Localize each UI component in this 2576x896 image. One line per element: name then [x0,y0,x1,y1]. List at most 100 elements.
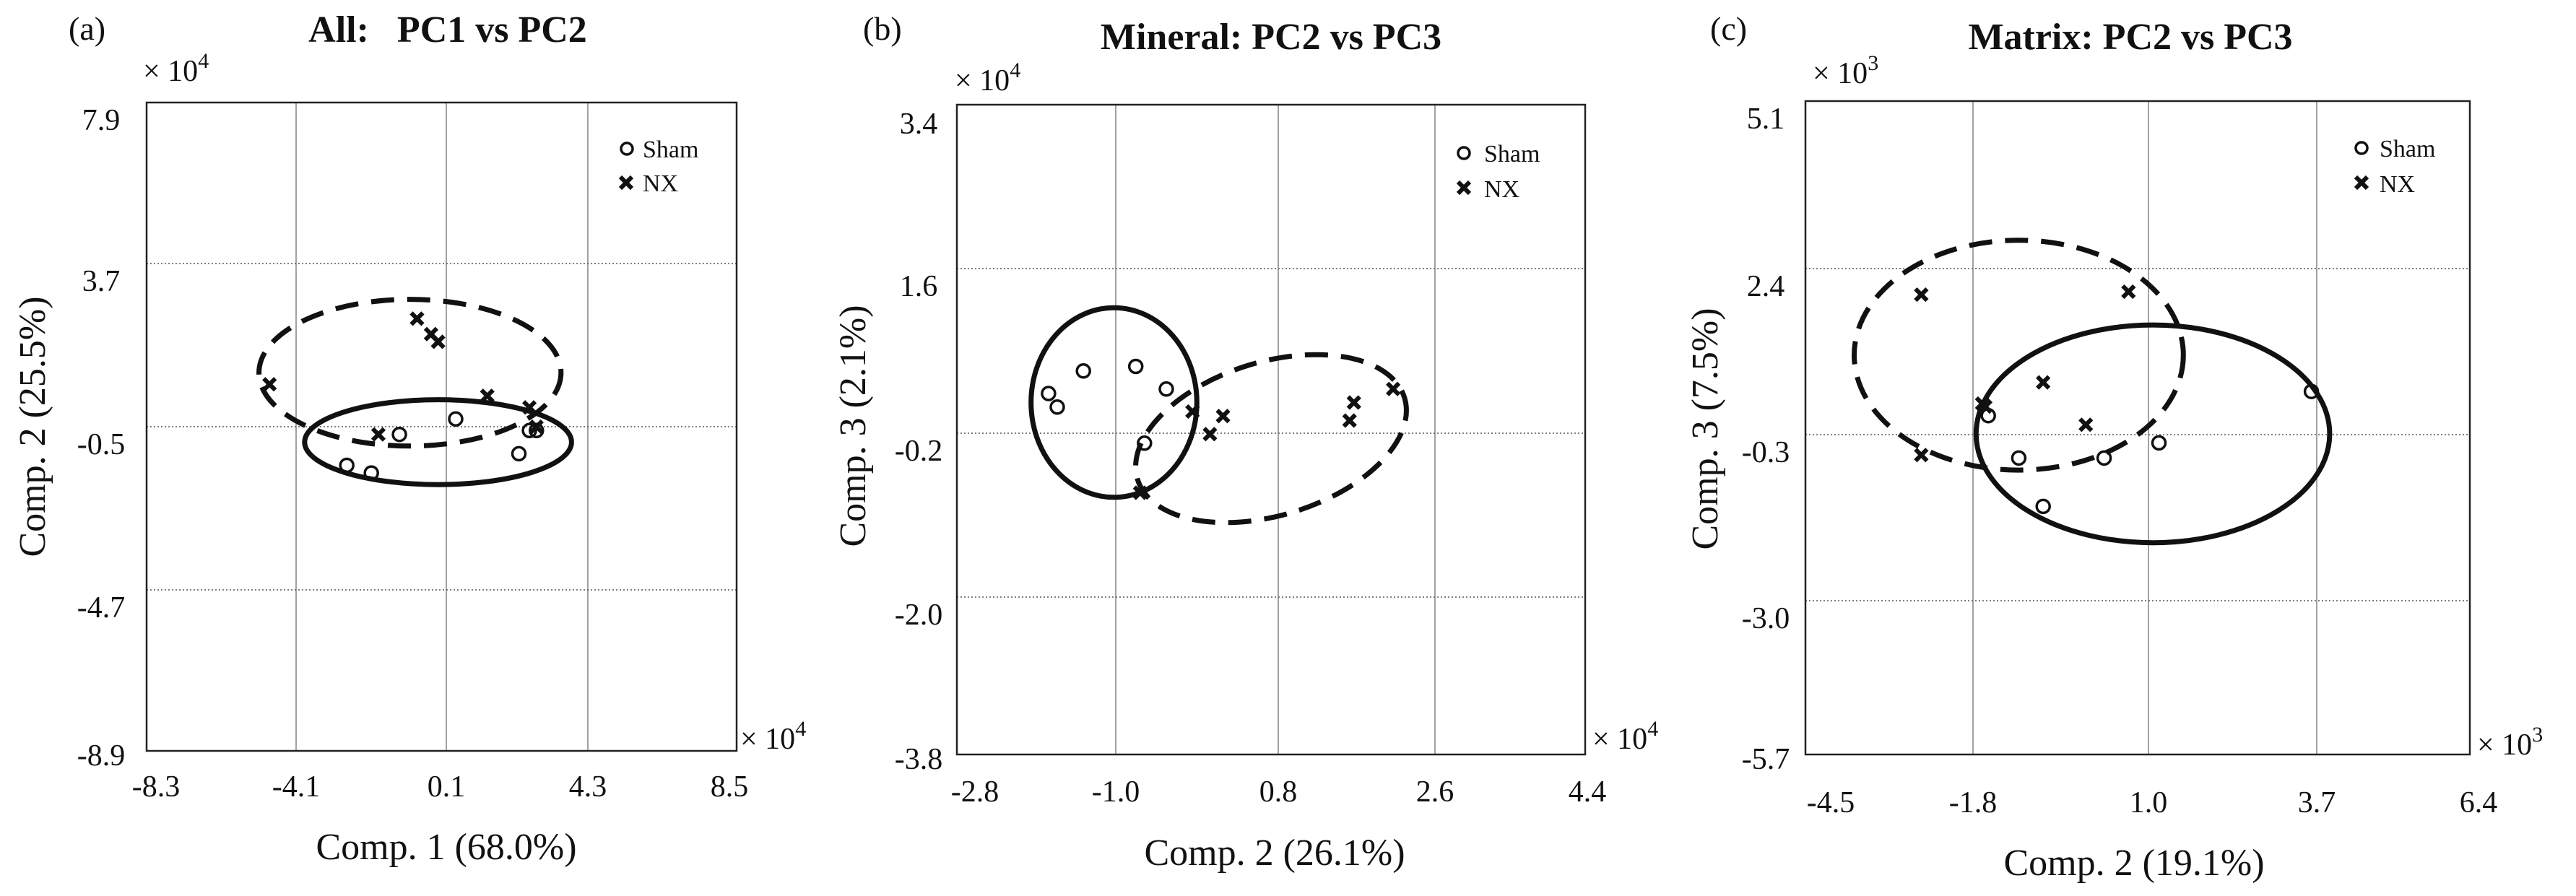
panel-a-label: (a) [69,10,105,47]
nx-point-stroke [409,311,425,326]
sham-point [1137,435,1153,451]
legend-nx-cross-icon [1456,180,1472,196]
nx-point-stroke [370,427,386,442]
panel-b-title: Mineral: PC2 vs PC3 [1101,17,1441,58]
nx-point-stroke [1914,448,1929,463]
y-tick-label: 3.7 [82,265,121,298]
confidence-ellipse-sham [302,397,574,487]
nx-point [1202,427,1218,442]
panel-b-y-axis-label: Comp. 3 (2.1%) [833,305,874,547]
sham-point [1158,381,1174,397]
panel-c-gridlines [1805,101,2470,754]
sham-point [448,411,464,427]
x-tick-label: 4.3 [569,770,607,804]
x-tick-label: 0.8 [1259,775,1298,809]
x-tick-label: 8.5 [711,770,749,804]
legend-sham-label: Sham [643,136,698,163]
y-tick-label: 2.4 [1747,270,1785,303]
legend-sham-label: Sham [2380,136,2435,162]
y-tick-label: -4.7 [77,591,126,625]
y-tick-label: -8.9 [77,739,126,773]
nx-point-stroke [1346,395,1361,410]
nx-point [2036,375,2051,390]
nx-point-stroke [1215,409,1231,424]
panel-b-x-axis-label: Comp. 2 (26.1%) [1144,832,1405,874]
legend-nx-cross-icon [618,175,634,191]
panel-c-title: Matrix: PC2 vs PC3 [1968,17,2292,58]
nx-point [1386,381,1401,396]
panel-c-y-multiplier: × 103 [1813,51,1878,90]
nx-point-stroke [423,326,439,342]
x-tick-label: -4.5 [1807,786,1855,819]
nx-point [521,400,537,415]
sham-point [1127,358,1144,375]
sham-point [363,465,379,481]
x-tick-label: -4.1 [272,770,321,804]
y-tick-label: 5.1 [1747,103,1785,136]
panel-c-plot-frame [1804,100,2471,756]
panel-c-legend: Sham NX [2354,136,2435,198]
legend-nx-label: NX [643,170,678,197]
confidence-ellipse-nx [1133,352,1409,526]
nx-point [2078,417,2094,432]
panel-c-y-axis-label: Comp. 3 (7.5%) [1685,308,1726,549]
nx-point [480,388,495,404]
nx-point-stroke [262,377,277,392]
x-tick-label: 1.0 [2130,786,2168,819]
legend-nx-label: NX [1484,176,1519,203]
nx-point-stroke [1202,427,1218,442]
panel-c: (c) Matrix: PC2 vs PC3 × 103 × 103 5.1 2… [1685,10,2543,884]
y-tick-label: -2.0 [895,599,943,632]
legend-nx-stroke [1456,180,1472,196]
panel-b-label: (b) [863,10,902,47]
y-tick-label: -0.2 [895,435,943,468]
nx-point-stroke [480,388,495,404]
y-tick-label: 7.9 [82,104,121,137]
panel-b-data-layer [1028,305,1409,526]
legend-sham-label: Sham [1484,141,1540,168]
panel-a-y-multiplier: × 104 [143,49,209,88]
panel-b: (b) Mineral: PC2 vs PC3 × 104 × 104 3.4 … [833,10,1658,874]
nx-point [2121,284,2136,300]
nx-point-stroke [1914,287,1929,303]
y-tick-label: 1.6 [900,270,938,303]
panel-c-x-ticks: -4.5 -1.8 1.0 3.7 6.4 [1807,786,2498,819]
sham-point [2035,498,2051,515]
panel-b-x-ticks: -2.8 -1.0 0.8 2.6 4.4 [951,775,1607,809]
x-tick-label: 0.1 [428,770,466,804]
panel-a-plot-frame [145,101,738,752]
nx-point [1914,448,1929,463]
y-tick-label: -0.5 [77,428,126,461]
sham-point [339,457,355,474]
sham-point [2011,450,2027,466]
nx-point-stroke [2078,417,2094,432]
panel-c-x-axis-label: Comp. 2 (19.1%) [2003,843,2264,884]
nx-point-stroke [529,419,544,435]
panel-a-y-axis-label: Comp. 2 (25.5%) [12,296,53,557]
sham-point [391,426,407,443]
nx-point-stroke [521,400,537,415]
legend-sham-circle-icon [1457,146,1471,160]
panel-b-y-multiplier: × 104 [955,58,1020,97]
y-tick-label: -3.0 [1742,602,1790,635]
sham-point [1075,363,1091,379]
y-tick-label: -5.7 [1742,743,1790,776]
nx-point [1185,404,1200,419]
legend-nx-stroke [2354,175,2369,191]
nx-point [1215,409,1231,424]
sham-point [1049,399,1065,415]
nx-point-stroke [430,334,446,349]
panel-a-gridlines [147,103,737,751]
x-tick-label: 2.6 [1416,775,1454,809]
y-tick-label: 3.4 [900,108,938,141]
panel-b-y-ticks: 3.4 1.6 -0.2 -2.0 -3.8 [895,108,943,776]
panel-a: (a) All: PC1 vs PC2 × 104 × 104 7.9 3.7 … [12,9,806,868]
panel-a-title: All: PC1 vs PC2 [308,9,587,51]
legend-sham-circle-icon [620,142,634,156]
x-tick-label: -1.0 [1092,775,1140,809]
legend-nx-cross-icon [2354,175,2369,191]
nx-point [430,334,446,349]
nx-point [529,419,544,435]
confidence-ellipse-sham [1973,322,2333,546]
